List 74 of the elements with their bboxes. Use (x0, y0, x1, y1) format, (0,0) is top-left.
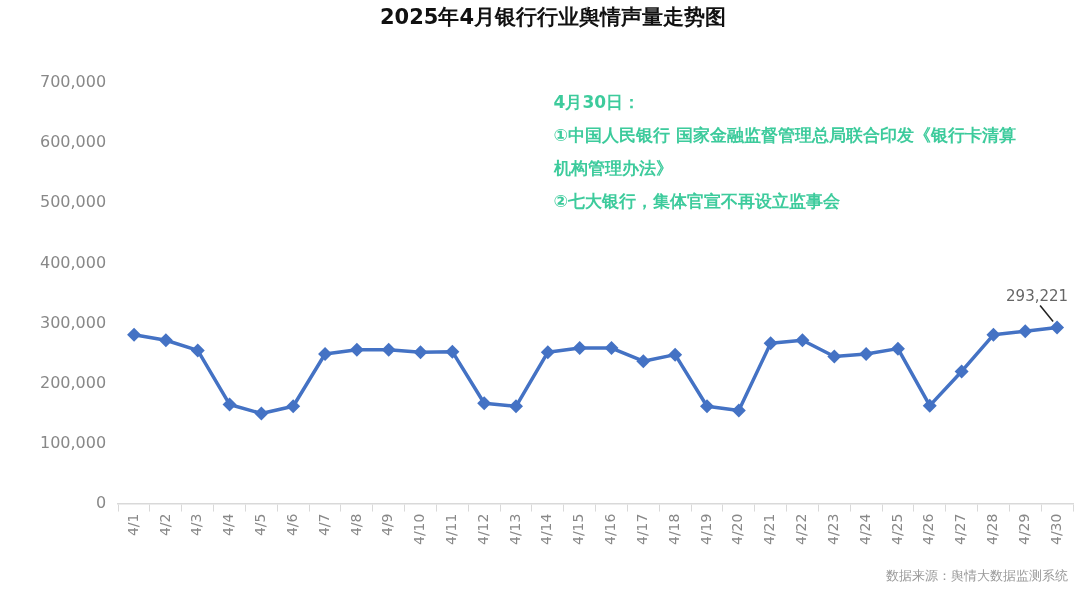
point (1018, 324, 1033, 339)
point (127, 327, 142, 342)
x-tick-label: 4/27 (952, 513, 969, 546)
x-tick-label: 4/14 (538, 513, 555, 546)
y-tick-label: 0 (95, 492, 107, 512)
x-tick-label: 4/4 (220, 513, 237, 537)
x-tick-label: 4/12 (474, 513, 491, 546)
point (922, 398, 937, 413)
point (636, 354, 651, 369)
point (190, 343, 205, 358)
x-tick-label: 4/17 (633, 513, 650, 546)
point (954, 364, 969, 379)
y-tick-label: 600,000 (39, 132, 107, 152)
point (286, 399, 301, 414)
point (158, 333, 173, 348)
x-tick-label: 4/9 (379, 513, 396, 537)
annotation: ①中国人民银行 国家金融监督管理总局联合印发《银行卡清算机构管理办法》 (552, 125, 1016, 179)
point (699, 399, 714, 414)
x-tick-label: 4/3 (188, 513, 205, 537)
y-tick-label: 100,000 (39, 432, 107, 452)
point (572, 341, 587, 356)
x-tick-label: 4/11 (443, 513, 459, 546)
y-tick-label: 200,000 (39, 372, 107, 392)
x-tick-label: 4/28 (984, 513, 1001, 546)
y-tick-label: 700,000 (39, 72, 107, 92)
x-tick-label: 4/8 (347, 513, 364, 537)
point (254, 406, 269, 421)
x-tick-label: 4/6 (283, 513, 300, 537)
data-label: 293,221 (1006, 287, 1069, 306)
point (1050, 320, 1065, 335)
point (763, 336, 778, 351)
x-tick-label: 4/5 (252, 513, 269, 537)
point (445, 344, 460, 359)
point (318, 347, 333, 362)
point (986, 327, 1001, 342)
annotation: ②七大银行，集体官宣不再设立监事会 (553, 191, 841, 212)
point (509, 399, 524, 414)
x-tick-label: 4/7 (315, 513, 332, 537)
x-tick-label: 4/1 (124, 513, 141, 537)
y-tick-label: 300,000 (39, 312, 107, 332)
y-tick-label: 500,000 (39, 192, 107, 212)
x-tick-label: 4/29 (1015, 513, 1032, 546)
x-tick-label: 4/26 (920, 513, 937, 546)
point (349, 342, 364, 357)
x-tick-label: 4/10 (411, 513, 428, 546)
y-tick-label: 400,000 (39, 252, 107, 272)
point (222, 397, 237, 412)
x-tick-label: 4/18 (665, 513, 682, 546)
source-note: 数据来源：舆情大数据监测系统 (886, 568, 1068, 583)
x-tick-label: 4/2 (156, 513, 173, 537)
x-tick-label: 4/24 (856, 513, 873, 546)
point (795, 333, 810, 348)
x-tick-label: 4/30 (1047, 513, 1064, 546)
x-tick-label: 4/19 (697, 513, 714, 546)
x-tick-label: 4/13 (506, 513, 523, 546)
x-tick-label: 4/15 (570, 513, 587, 546)
x-tick-label: 4/21 (761, 513, 778, 546)
point (890, 341, 905, 356)
x-tick-label: 4/22 (793, 513, 810, 546)
point (668, 347, 683, 362)
point (477, 396, 492, 411)
point (540, 345, 555, 360)
x-tick-label: 4/16 (602, 513, 619, 546)
point (381, 342, 396, 357)
point (413, 345, 428, 360)
x-tick-label: 4/23 (824, 513, 841, 546)
point (731, 403, 746, 418)
point (859, 347, 874, 362)
point (827, 349, 842, 364)
x-tick-label: 4/20 (729, 513, 746, 546)
point (604, 341, 619, 356)
chart-title: 2025年4月银行行业舆情声量走势图 (379, 5, 727, 30)
x-tick-label: 4/25 (888, 513, 905, 546)
annotation: 4月30日： (553, 92, 641, 113)
